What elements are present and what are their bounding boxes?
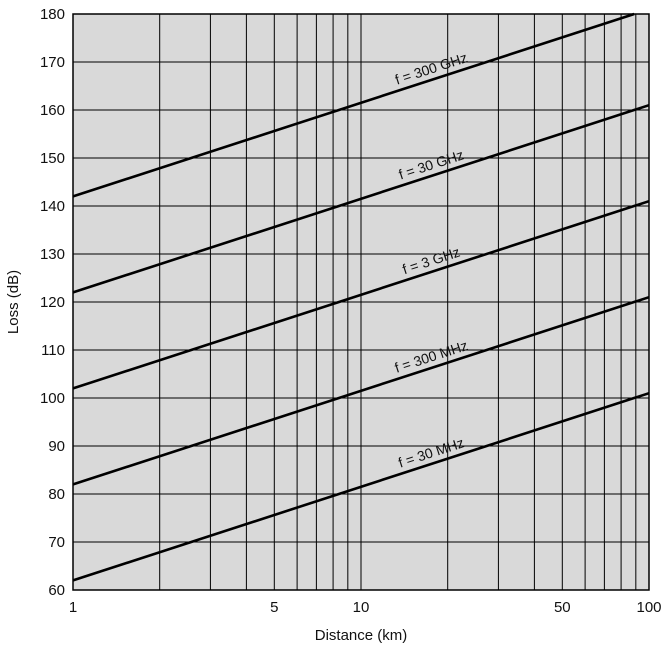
series-line (72, 391, 650, 582)
plot-border (72, 13, 650, 591)
y-tick-label: 100 (40, 390, 65, 407)
series-line (72, 199, 650, 390)
y-tick-label: 130 (40, 246, 65, 263)
x-tick-label: 5 (270, 599, 278, 616)
y-tick-label: 150 (40, 150, 65, 167)
y-tick-label: 60 (48, 582, 65, 599)
x-tick-label: 10 (353, 599, 370, 616)
series-line (72, 295, 650, 486)
series-line (72, 103, 650, 294)
y-tick-label: 90 (48, 438, 65, 455)
y-tick-label: 180 (40, 6, 65, 23)
x-tick-label: 1 (69, 599, 77, 616)
y-tick-label: 120 (40, 294, 65, 311)
x-tick-label: 100 (636, 599, 661, 616)
y-tick-label: 140 (40, 198, 65, 215)
x-axis-title: Distance (km) (315, 627, 408, 644)
x-tick-labels: 1 5 10 50 100 (69, 599, 662, 616)
series-lines (72, 12, 650, 582)
y-tick-label: 70 (48, 534, 65, 551)
x-tick-label: 50 (554, 599, 571, 616)
grid-lines (73, 14, 649, 590)
y-tick-label: 110 (41, 342, 65, 359)
y-tick-label: 80 (48, 486, 65, 503)
series-line (72, 12, 635, 198)
y-axis-title: Loss (dB) (5, 270, 22, 334)
y-tick-labels: 60 70 80 90 100 110 120 130 140 150 160 170 180 (40, 6, 65, 599)
y-tick-label: 160 (40, 102, 65, 119)
y-tick-label: 170 (40, 54, 65, 71)
